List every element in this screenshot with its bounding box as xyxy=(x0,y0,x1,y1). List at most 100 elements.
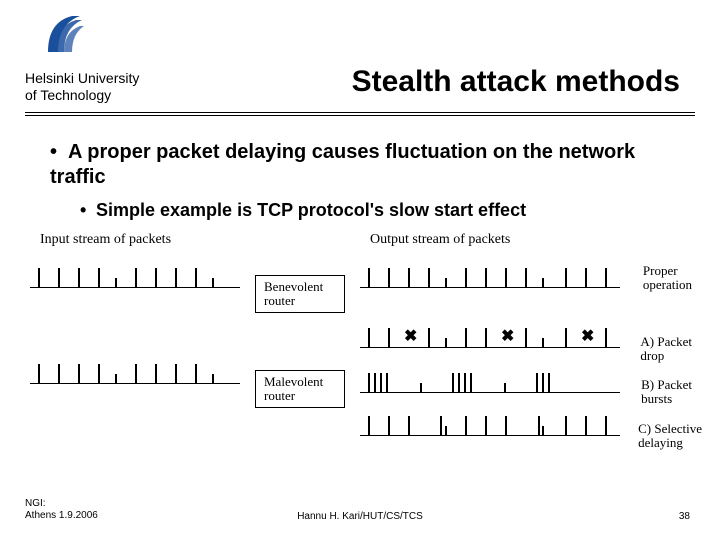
packet-tick xyxy=(155,268,157,288)
packet-tick xyxy=(458,373,460,393)
page-title: Stealth attack methods xyxy=(352,65,680,99)
stream-bursts xyxy=(360,367,620,393)
packet-tick xyxy=(175,268,177,288)
packet-tick xyxy=(605,328,607,348)
packet-tick xyxy=(542,426,544,436)
packet-tick xyxy=(452,373,454,393)
packet-tick xyxy=(380,373,382,393)
baseline xyxy=(360,392,620,393)
bullet-sub: •Simple example is TCP protocol's slow s… xyxy=(80,200,680,221)
drop-cross-icon: ✖ xyxy=(404,326,417,346)
bullet-sub-text: Simple example is TCP protocol's slow st… xyxy=(96,200,526,220)
packet-tick xyxy=(548,373,550,393)
packet-tick xyxy=(542,278,544,288)
stream-input1 xyxy=(30,262,240,288)
packet-tick xyxy=(538,416,540,436)
packet-tick xyxy=(525,328,527,348)
drop-cross-icon: ✖ xyxy=(581,326,594,346)
baseline xyxy=(360,287,620,288)
packet-tick xyxy=(505,416,507,436)
packet-tick xyxy=(525,268,527,288)
packet-tick xyxy=(195,268,197,288)
packet-tick xyxy=(470,373,472,393)
footer-left-1: NGI: xyxy=(25,498,46,509)
packet-tick xyxy=(505,268,507,288)
packet-tick xyxy=(408,416,410,436)
packet-tick xyxy=(465,268,467,288)
packet-tick xyxy=(585,416,587,436)
org-line1: Helsinki University xyxy=(25,70,139,86)
packet-tick xyxy=(605,416,607,436)
packet-tick xyxy=(38,268,40,288)
packet-tick xyxy=(58,364,60,384)
stream-input2 xyxy=(30,358,240,384)
bullet-main: •A proper packet delaying causes fluctua… xyxy=(50,140,680,190)
packet-tick xyxy=(445,426,447,436)
footer-left-2: Athens 1.9.2006 xyxy=(25,510,98,521)
stream-drop: ✖ ✖ ✖ xyxy=(360,322,620,348)
packet-tick xyxy=(388,268,390,288)
label-c: C) Selectivedelaying xyxy=(638,422,702,451)
packet-tick xyxy=(440,416,442,436)
label-output-stream: Output stream of packets xyxy=(370,232,510,248)
packet-tick xyxy=(428,268,430,288)
baseline xyxy=(360,347,620,348)
packet-tick xyxy=(155,364,157,384)
packet-tick xyxy=(388,328,390,348)
packet-tick xyxy=(565,416,567,436)
label-a: A) Packetdrop xyxy=(640,335,692,364)
packet-tick xyxy=(605,268,607,288)
packet-tick xyxy=(536,373,538,393)
packet-tick xyxy=(135,364,137,384)
packet-tick xyxy=(465,416,467,436)
malevolent-router-box: Malevolent router xyxy=(255,370,345,408)
packet-tick xyxy=(175,364,177,384)
packet-tick xyxy=(388,416,390,436)
packet-tick xyxy=(368,416,370,436)
packet-tick xyxy=(212,374,214,384)
packet-tick xyxy=(565,328,567,348)
packet-tick xyxy=(98,364,100,384)
logo xyxy=(40,10,88,63)
footer-left: NGI: Athens 1.9.2006 xyxy=(25,498,98,522)
packet-tick xyxy=(212,278,214,288)
packet-tick xyxy=(386,373,388,393)
packet-tick xyxy=(78,268,80,288)
packet-tick xyxy=(542,338,544,348)
stream-selective xyxy=(360,410,620,436)
packet-tick xyxy=(542,373,544,393)
packet-tick xyxy=(98,268,100,288)
packet-tick xyxy=(115,374,117,384)
packet-tick xyxy=(445,338,447,348)
label-proper: Properoperation xyxy=(643,264,692,293)
packet-tick xyxy=(585,268,587,288)
packet-tick xyxy=(485,268,487,288)
packet-tick xyxy=(408,268,410,288)
bullet-main-text: A proper packet delaying causes fluctuat… xyxy=(50,141,635,188)
packet-tick xyxy=(504,383,506,393)
footer-center: Hannu H. Kari/HUT/CS/TCS xyxy=(297,511,423,522)
label-b: B) Packetbursts xyxy=(641,378,692,407)
org-line2: of Technology xyxy=(25,87,111,103)
packet-tick xyxy=(368,328,370,348)
drop-cross-icon: ✖ xyxy=(501,326,514,346)
packet-tick xyxy=(368,373,370,393)
packet-tick xyxy=(420,383,422,393)
packet-tick xyxy=(195,364,197,384)
packet-tick xyxy=(58,268,60,288)
packet-tick xyxy=(464,373,466,393)
packet-tick xyxy=(445,278,447,288)
packet-tick xyxy=(465,328,467,348)
benevolent-router-box: Benevolent router xyxy=(255,275,345,313)
footer-page-number: 38 xyxy=(679,511,690,522)
org-name: Helsinki University of Technology xyxy=(25,70,139,104)
packet-tick xyxy=(428,328,430,348)
packet-tick xyxy=(368,268,370,288)
packet-tick xyxy=(115,278,117,288)
packet-tick xyxy=(485,416,487,436)
divider xyxy=(25,112,695,116)
packet-tick xyxy=(485,328,487,348)
packet-tick xyxy=(78,364,80,384)
packet-tick xyxy=(38,364,40,384)
packet-tick xyxy=(374,373,376,393)
